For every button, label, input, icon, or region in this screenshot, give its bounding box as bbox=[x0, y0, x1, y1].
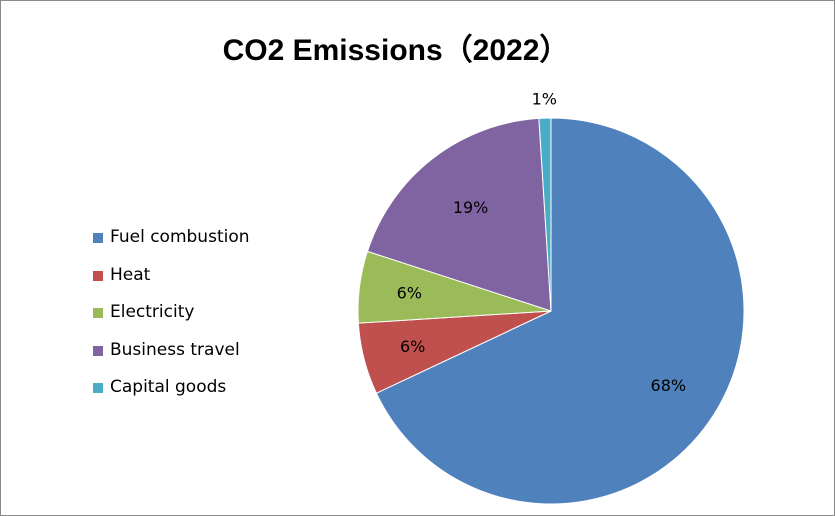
pie-slice-fuel-combustion bbox=[375, 117, 745, 505]
legend-swatch bbox=[93, 308, 103, 318]
legend-item-capital-goods: Capital goods bbox=[93, 377, 250, 415]
pie-slice-business-travel bbox=[366, 117, 552, 312]
legend-item-business-travel: Business travel bbox=[93, 340, 250, 378]
legend-swatch bbox=[93, 383, 103, 393]
legend-label: Business travel bbox=[110, 339, 240, 360]
chart-title: CO2 Emissions（2022） bbox=[222, 34, 570, 67]
legend-swatch bbox=[93, 233, 103, 243]
data-label-electricity: 6% bbox=[397, 284, 422, 303]
legend-item-electricity: Electricity bbox=[93, 302, 250, 340]
legend-swatch bbox=[93, 345, 103, 356]
data-label-heat: 6% bbox=[400, 337, 425, 356]
legend-label: Electricity bbox=[110, 302, 195, 322]
legend-label: Fuel combustion bbox=[110, 227, 250, 247]
legend-label: Capital goods bbox=[110, 377, 227, 397]
data-label-fuel-combustion: 68% bbox=[651, 376, 687, 395]
data-label-business-travel: 19% bbox=[453, 198, 489, 217]
legend-item-fuel-combustion: Fuel combustion bbox=[93, 227, 250, 265]
legend-swatch bbox=[93, 270, 103, 281]
legend-item-heat: Heat bbox=[93, 265, 250, 303]
data-label-capital-goods: 1% bbox=[532, 89, 557, 108]
pie-slice-capital-goods bbox=[538, 117, 552, 312]
legend-label: Heat bbox=[110, 264, 151, 285]
chart-legend: Fuel combustion Heat Electricity Busines… bbox=[93, 227, 250, 415]
